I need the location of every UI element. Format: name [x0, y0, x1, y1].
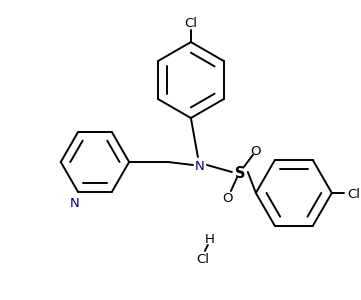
Text: Cl: Cl — [184, 17, 197, 30]
Text: Cl: Cl — [196, 253, 209, 266]
Text: N: N — [195, 160, 205, 173]
Text: N: N — [70, 196, 80, 210]
Text: Cl: Cl — [347, 188, 360, 201]
Text: S: S — [235, 166, 245, 181]
Text: H: H — [205, 233, 215, 246]
Text: O: O — [251, 145, 261, 158]
Text: O: O — [223, 192, 233, 205]
